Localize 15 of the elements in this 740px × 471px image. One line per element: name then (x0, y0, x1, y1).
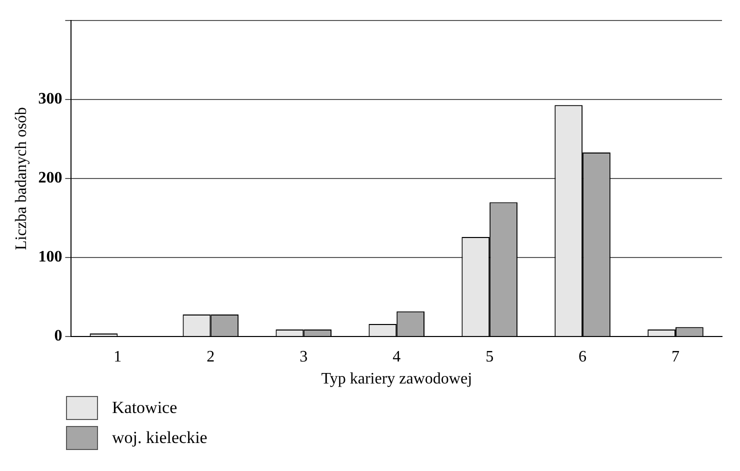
x-tick-label: 7 (672, 348, 680, 366)
x-axis-title: Typ kariery zawodowej (321, 370, 472, 388)
y-axis-title: Liczba badanych osób (12, 107, 30, 250)
y-tick-label: 200 (38, 170, 62, 187)
x-tick-label: 3 (300, 348, 308, 366)
x-tick-label: 2 (206, 348, 215, 366)
x-tick-label: 5 (486, 348, 494, 366)
x-tick-label: 1 (114, 348, 122, 366)
y-tick-label: 0 (54, 328, 62, 345)
legend-label: woj. kieleckie (112, 428, 208, 448)
y-tick-label: 300 (38, 90, 62, 108)
x-tick-label: 6 (578, 348, 587, 366)
x-tick-label: 4 (392, 348, 401, 366)
y-tick-label: 100 (38, 248, 62, 266)
legend-label: Katowice (112, 398, 178, 418)
